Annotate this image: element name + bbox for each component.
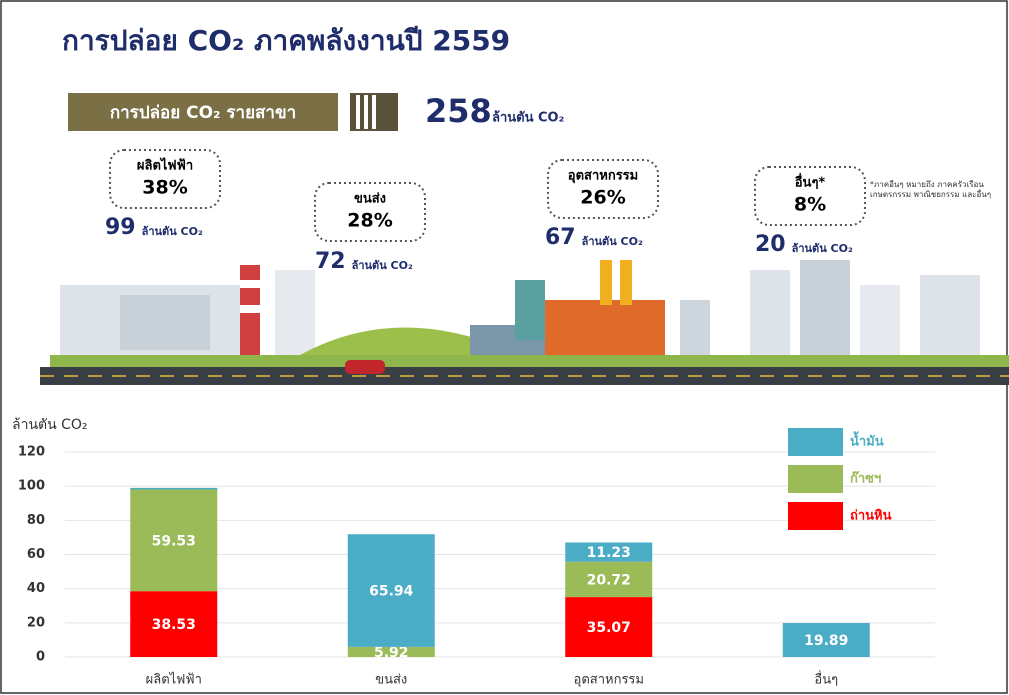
sector-unit: ล้านตัน CO₂ (582, 235, 643, 248)
sector-box (314, 182, 426, 242)
sector-name: อื่นๆ* (795, 173, 826, 191)
x-tick-label: อุตสาหกรรม (574, 673, 644, 688)
bar-segment (130, 489, 218, 592)
sector-name: ขนส่ง (354, 192, 386, 207)
data-label: 38.53 (152, 617, 196, 633)
y-tick-label: 120 (18, 445, 45, 460)
y-tick-label: 0 (36, 650, 45, 665)
x-tick-label: ผลิตไฟฟ้า (146, 672, 202, 688)
bar-segment (130, 487, 218, 490)
y-axis-label: ล้านตัน CO₂ (12, 417, 88, 433)
total-value: 258 (425, 92, 492, 130)
sector-unit: ล้านตัน CO₂ (352, 259, 413, 272)
sector-box (754, 166, 866, 226)
total-unit: ล้านตัน CO₂ (492, 110, 564, 126)
sector-amount: 67 (545, 225, 576, 250)
data-label: 19.89 (804, 633, 848, 649)
legend-label: น้ำมัน (850, 431, 884, 450)
sector-share: 28% (347, 210, 392, 232)
y-tick-label: 60 (27, 547, 45, 562)
sector-amount: 72 (315, 249, 346, 274)
legend-label: ถ่านหิน (850, 509, 892, 524)
bar-segment (130, 591, 218, 657)
x-tick-label: ขนส่ง (375, 673, 407, 688)
data-label: 20.72 (587, 572, 631, 588)
legend-label: ก๊าซฯ (850, 472, 881, 487)
sector-box (109, 149, 221, 209)
bar-segment (565, 561, 653, 598)
sector-share: 26% (580, 187, 625, 209)
note: *ภาคอื่นๆ หมายถึง ภาคครัวเรือน เกษตรกรรม… (870, 180, 992, 199)
data-label: 35.07 (587, 620, 631, 636)
sector-share: 8% (794, 194, 826, 216)
y-tick-label: 80 (27, 513, 45, 528)
bar-segment (347, 534, 435, 647)
sector-unit: ล้านตัน CO₂ (142, 225, 203, 238)
bar-segment (347, 646, 435, 657)
bar-segment (782, 623, 870, 657)
bar-segment (565, 597, 653, 657)
y-tick-label: 40 (27, 581, 45, 596)
bar-icon (350, 93, 398, 131)
title: การปล่อย CO₂ ภาคพลังงานปี 2559 (62, 24, 510, 57)
sector-unit: ล้านตัน CO₂ (792, 242, 853, 255)
data-label: 65.94 (369, 584, 414, 600)
sector-amount: 99 (105, 215, 136, 240)
sector-amount: 20 (755, 232, 786, 257)
total-label-box (68, 93, 338, 131)
legend-swatch (788, 428, 843, 456)
sector-name: ผลิตไฟฟ้า (137, 157, 193, 174)
legend-swatch (788, 502, 843, 530)
city-illustration (40, 260, 1009, 385)
sector-box (547, 159, 659, 219)
data-label: 59.53 (152, 533, 196, 549)
sector-name: อุตสาหกรรม (568, 169, 638, 184)
data-label: 11.23 (587, 545, 631, 561)
note-box: *ภาคอื่นๆ หมายถึง ภาคครัวเรือน เกษตรกรรม… (870, 180, 992, 199)
bar-segment (565, 542, 653, 562)
y-tick-label: 20 (27, 615, 45, 630)
sector-share: 38% (142, 177, 187, 199)
x-tick-label: อื่นๆ (814, 671, 838, 688)
y-tick-label: 100 (18, 479, 45, 494)
total-label: การปล่อย CO₂ รายสาขา (110, 103, 296, 123)
data-label: 5.92 (374, 645, 409, 661)
legend-swatch (788, 465, 843, 493)
